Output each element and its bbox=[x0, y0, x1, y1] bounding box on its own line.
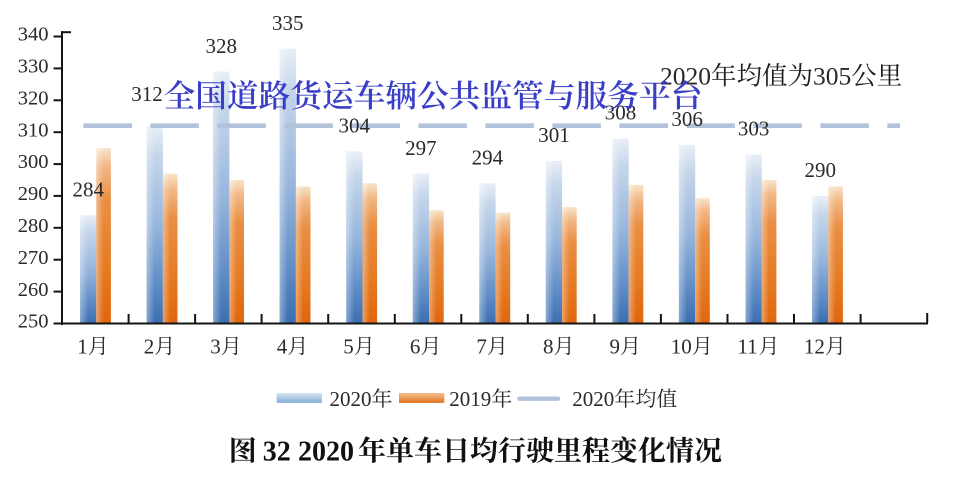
svg-text:2: 2 bbox=[144, 334, 155, 358]
svg-text:12: 12 bbox=[804, 334, 825, 358]
svg-text:2020: 2020 bbox=[572, 387, 614, 411]
svg-text:294: 294 bbox=[472, 145, 504, 169]
svg-text:300: 300 bbox=[18, 151, 49, 173]
svg-text:290: 290 bbox=[18, 183, 49, 205]
svg-text:328: 328 bbox=[205, 34, 237, 58]
svg-text:11: 11 bbox=[737, 334, 757, 358]
svg-text:260: 260 bbox=[18, 279, 49, 301]
svg-text:2020: 2020 bbox=[660, 62, 711, 91]
svg-text:3: 3 bbox=[210, 334, 221, 358]
svg-text:312: 312 bbox=[131, 82, 163, 106]
svg-text:2020: 2020 bbox=[298, 436, 354, 467]
svg-text:301: 301 bbox=[538, 123, 570, 147]
svg-text:6: 6 bbox=[410, 334, 421, 358]
svg-text:2019: 2019 bbox=[449, 387, 491, 411]
svg-text:250: 250 bbox=[18, 311, 49, 333]
svg-text:306: 306 bbox=[671, 107, 703, 131]
svg-text:290: 290 bbox=[804, 158, 836, 182]
svg-text:4: 4 bbox=[277, 334, 288, 358]
svg-text:280: 280 bbox=[18, 215, 49, 237]
svg-text:303: 303 bbox=[738, 117, 770, 141]
svg-text:305: 305 bbox=[813, 62, 851, 91]
svg-text:304: 304 bbox=[339, 114, 371, 138]
svg-text:320: 320 bbox=[18, 88, 49, 110]
svg-text:2020: 2020 bbox=[330, 387, 372, 411]
svg-text:310: 310 bbox=[18, 119, 49, 141]
svg-text:32: 32 bbox=[263, 436, 291, 467]
svg-text:1: 1 bbox=[77, 334, 88, 358]
svg-text:8: 8 bbox=[543, 334, 554, 358]
svg-text:340: 340 bbox=[18, 24, 49, 46]
svg-text:270: 270 bbox=[18, 247, 49, 269]
svg-text:10: 10 bbox=[671, 334, 692, 358]
svg-text:284: 284 bbox=[72, 177, 104, 201]
svg-text:7: 7 bbox=[476, 334, 487, 358]
svg-text:5: 5 bbox=[343, 334, 354, 358]
svg-text:330: 330 bbox=[18, 56, 49, 78]
svg-text:297: 297 bbox=[405, 136, 437, 160]
svg-text:9: 9 bbox=[610, 334, 621, 358]
svg-text:335: 335 bbox=[272, 11, 304, 35]
